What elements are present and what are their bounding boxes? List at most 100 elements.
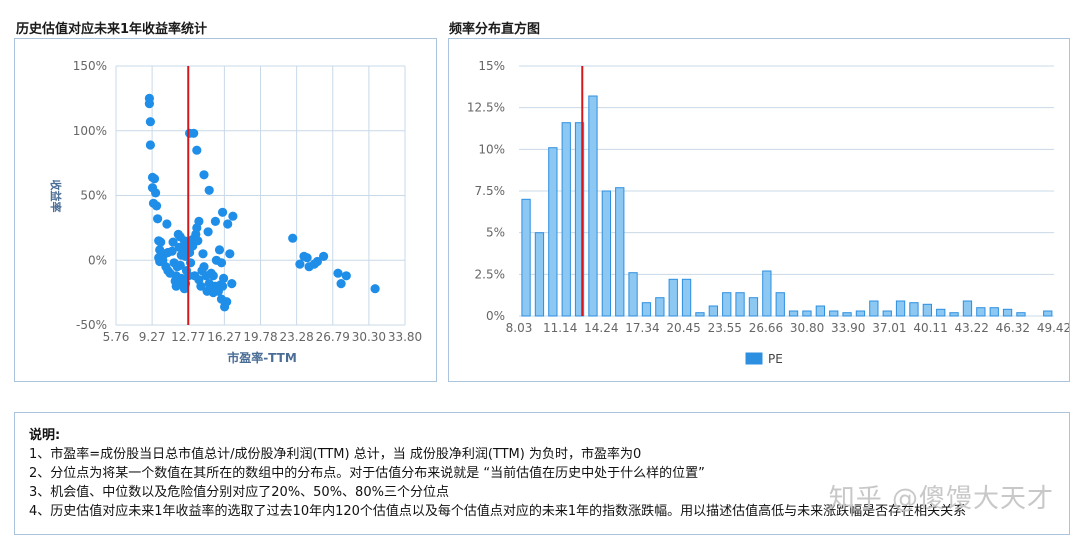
histogram-bar — [775, 292, 785, 317]
y-tick-label: 50% — [80, 189, 107, 203]
y-tick-label: 0% — [486, 309, 505, 323]
data-point — [219, 273, 229, 283]
histogram-bar — [588, 95, 598, 317]
data-point — [192, 145, 202, 155]
histogram-bar — [949, 312, 959, 317]
histogram-bar — [895, 300, 906, 317]
data-point — [167, 246, 177, 256]
notes-title: 说明: — [29, 428, 61, 443]
data-point — [145, 140, 155, 150]
x-tick-label: 30.30 — [352, 330, 386, 344]
data-point — [163, 266, 173, 276]
data-point — [302, 253, 312, 263]
x-tick-label: 30.80 — [790, 321, 824, 335]
y-tick-label: 5% — [486, 226, 505, 240]
x-tick-label: 33.80 — [388, 330, 422, 344]
data-point — [153, 214, 163, 224]
watermark: 知乎 @傻馒大天才 — [828, 484, 1054, 514]
data-point — [152, 201, 162, 211]
data-point — [333, 268, 343, 278]
data-point — [156, 237, 166, 247]
y-tick-label: 2.5% — [475, 267, 506, 281]
histogram-bar — [615, 187, 625, 317]
x-tick-label: 9.27 — [139, 330, 166, 344]
y-tick-label: -50% — [76, 318, 107, 332]
histogram-bar — [936, 308, 946, 317]
histogram-bar — [1016, 312, 1026, 317]
x-tick-label: 26.79 — [316, 330, 350, 344]
data-point — [162, 219, 172, 229]
data-point — [211, 255, 221, 265]
histogram-bar — [681, 278, 692, 317]
legend-swatch — [745, 352, 763, 365]
data-point — [341, 271, 351, 281]
x-tick-label: 12.77 — [171, 330, 205, 344]
x-tick-label: 23.55 — [708, 321, 742, 335]
data-point — [199, 170, 209, 180]
x-tick-label: 8.03 — [506, 321, 533, 335]
data-point — [149, 174, 160, 184]
scatter-x-axis-label: 市盈率-TTM — [227, 350, 297, 365]
histogram-bar — [842, 312, 852, 317]
histogram-chart: 15% 12.5% 10% 7.5% 5% 2.5% 0% 8.03 11.14 14.24 17… — [467, 59, 1069, 366]
histogram-bar — [1043, 310, 1053, 317]
histogram-bar — [534, 232, 545, 317]
data-point — [179, 236, 189, 246]
y-tick-label: 15% — [478, 59, 505, 73]
data-point — [175, 260, 185, 270]
x-tick-label: 11.14 — [543, 321, 577, 335]
scatter-title: 历史估值对应未来1年收益率统计 — [16, 22, 208, 37]
histogram-bar — [668, 278, 678, 317]
histogram-bar — [521, 198, 531, 317]
histogram-bar — [574, 122, 585, 317]
data-point — [145, 117, 155, 127]
data-point — [210, 216, 220, 226]
data-point — [336, 279, 346, 289]
note-line-1: 1、市盈率=成份股当日总市值总计/成份股净利润(TTM) 总计，当 成份股净利润… — [29, 447, 642, 462]
x-tick-label: 17.34 — [625, 321, 659, 335]
histogram-bar — [989, 307, 999, 317]
scatter-panel: 150% 100% 50% 0% -50% 5.76 9.27 12.77 16.27 19.7… — [14, 38, 437, 382]
data-point — [189, 128, 199, 138]
x-tick-label: 16.27 — [207, 330, 241, 344]
data-point — [227, 279, 237, 289]
data-point — [370, 284, 380, 294]
data-point — [223, 219, 233, 229]
histogram-bar — [922, 303, 933, 317]
data-point — [151, 188, 161, 198]
y-tick-label: 0% — [88, 253, 107, 267]
data-point — [192, 223, 202, 233]
histogram-bar — [695, 312, 705, 317]
notes-panel: 说明: 1、市盈率=成份股当日总市值总计/成份股净利润(TTM) 总计，当 成份… — [14, 412, 1070, 535]
data-point — [204, 185, 214, 195]
x-tick-label: 46.32 — [996, 321, 1030, 335]
histogram-bar — [601, 190, 611, 317]
data-point — [312, 256, 322, 267]
histogram-bar — [962, 300, 973, 317]
data-point — [295, 259, 305, 269]
x-tick-label: 26.66 — [749, 321, 783, 335]
histogram-bar — [815, 305, 826, 317]
data-point — [171, 281, 181, 291]
x-tick-label: 49.42 — [1037, 321, 1069, 335]
data-point — [199, 262, 209, 272]
data-point — [168, 237, 178, 247]
y-tick-label: 10% — [478, 142, 505, 156]
histogram-bar — [869, 300, 879, 317]
data-point — [208, 288, 218, 298]
histogram-bar — [1002, 308, 1013, 317]
legend-label: PE — [768, 352, 783, 366]
histogram-bar — [976, 307, 986, 317]
histogram-bar — [909, 302, 919, 317]
x-tick-label: 20.45 — [666, 321, 700, 335]
data-point — [196, 281, 206, 291]
histogram-panel: 15% 12.5% 10% 7.5% 5% 2.5% 0% 8.03 11.14 14.24 17… — [448, 38, 1070, 382]
y-tick-label: 7.5% — [475, 184, 506, 198]
data-point — [188, 241, 198, 251]
data-point — [225, 249, 235, 259]
histogram-bar — [628, 272, 638, 317]
histogram-bar — [829, 310, 839, 317]
histogram-bar — [735, 292, 745, 317]
histogram-bar — [748, 297, 759, 317]
x-tick-label: 19.78 — [243, 330, 277, 344]
